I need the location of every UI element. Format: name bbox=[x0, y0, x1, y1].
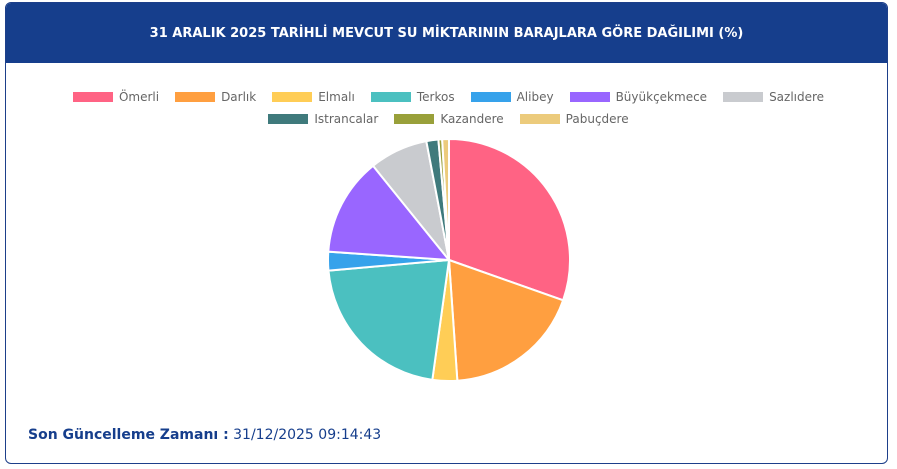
legend-swatch bbox=[723, 92, 764, 102]
chart bbox=[327, 137, 571, 382]
legend-swatch bbox=[370, 92, 411, 102]
legend-swatch bbox=[519, 114, 560, 124]
legend-swatch bbox=[72, 92, 113, 102]
legend-label: Ömerli bbox=[118, 90, 160, 104]
legend-item[interactable]: Büyükçekmece bbox=[569, 89, 708, 105]
legend-label: Pabuçdere bbox=[565, 112, 629, 126]
legend-item[interactable]: Alibey bbox=[470, 89, 554, 105]
legend-item[interactable]: Darlık bbox=[175, 89, 256, 105]
legend-swatch bbox=[394, 114, 435, 124]
legend-label: Istrancalar bbox=[314, 112, 379, 126]
legend-swatch bbox=[569, 92, 610, 102]
legend-label: Darlık bbox=[221, 90, 257, 104]
legend-swatch bbox=[272, 92, 313, 102]
legend: Ömerli Darlık Elmalı Terkos Alibey Büyükçekme… bbox=[46, 89, 851, 127]
pie-slice[interactable] bbox=[441, 137, 450, 261]
footer: Son Güncelleme Zamanı : 31/12/2025 09:14… bbox=[28, 427, 381, 443]
legend-swatch bbox=[175, 92, 216, 102]
legend-label: Elmalı bbox=[318, 90, 355, 104]
chart-title: 31 ARALIK 2025 TARİHLİ MEVCUT SU MİKTARI… bbox=[6, 3, 887, 63]
pie-slice[interactable] bbox=[327, 164, 452, 262]
footer-value: 31/12/2025 09:14:43 bbox=[233, 427, 382, 443]
legend-item[interactable]: Istrancalar bbox=[268, 111, 378, 127]
legend-swatch bbox=[470, 92, 511, 102]
legend-label: Alibey bbox=[516, 90, 554, 104]
legend-label: Kazandere bbox=[440, 112, 504, 126]
legend-item[interactable]: Ömerli bbox=[72, 89, 160, 105]
legend-item[interactable]: Terkos bbox=[370, 89, 455, 105]
legend-item[interactable]: Elmalı bbox=[272, 89, 355, 105]
legend-label: Büyükçekmece bbox=[615, 90, 708, 104]
legend-label: Sazlıdere bbox=[769, 90, 825, 104]
pie-slice[interactable] bbox=[447, 258, 565, 382]
pie-slice[interactable] bbox=[448, 137, 571, 302]
legend-item[interactable]: Kazandere bbox=[394, 111, 504, 127]
legend-label: Terkos bbox=[416, 90, 455, 104]
legend-swatch bbox=[268, 114, 309, 124]
pie-slice[interactable] bbox=[327, 258, 451, 381]
legend-item[interactable]: Sazlıdere bbox=[723, 89, 824, 105]
footer-label: Son Güncelleme Zamanı : bbox=[28, 427, 229, 443]
card: 31 ARALIK 2025 TARİHLİ MEVCUT SU MİKTARI… bbox=[5, 2, 888, 464]
legend-item[interactable]: Pabuçdere bbox=[519, 111, 629, 127]
